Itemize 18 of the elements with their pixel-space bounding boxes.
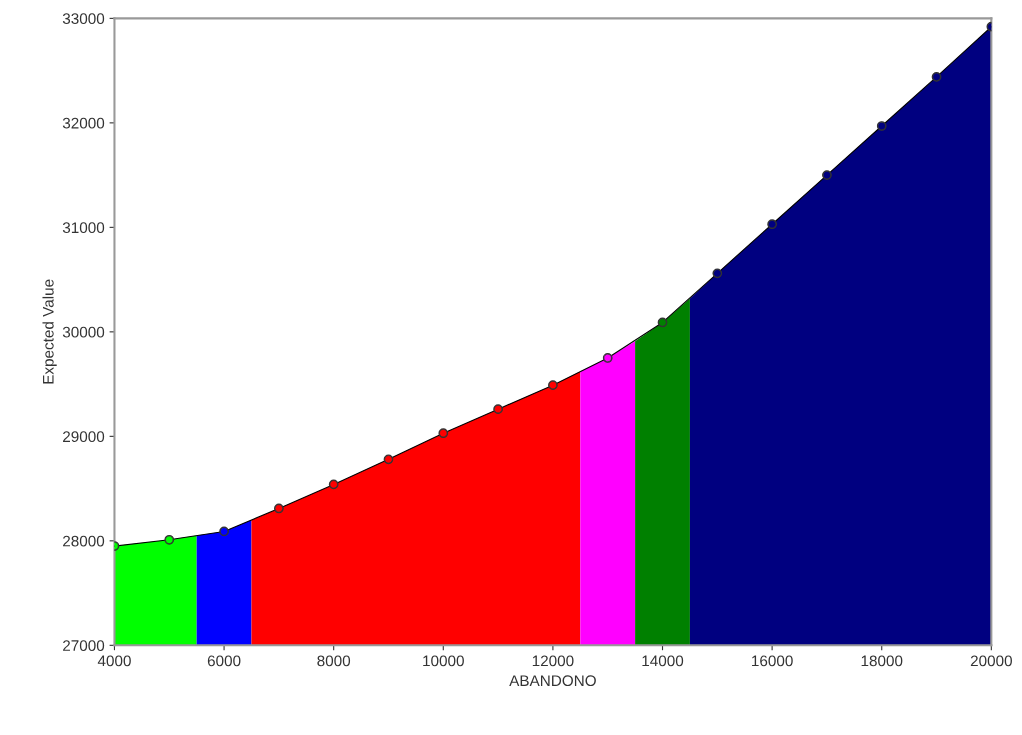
x-axis-title: ABANDONO xyxy=(509,675,596,687)
x-tick-label: 14000 xyxy=(642,655,684,667)
x-tick-label: 18000 xyxy=(861,655,903,667)
y-tick-label: 33000 xyxy=(62,13,105,25)
x-tick-label: 6000 xyxy=(207,655,241,667)
y-tick-label: 29000 xyxy=(63,431,105,443)
x-tick-label: 8000 xyxy=(317,655,351,667)
y-axis-title: Expected Value xyxy=(42,279,57,384)
x-tick-label: 20000 xyxy=(970,655,1012,667)
x-tick-label: 12000 xyxy=(532,655,574,667)
y-tick-label: 32000 xyxy=(62,117,105,129)
y-tick-label: 27000 xyxy=(63,640,105,652)
x-tick-label: 10000 xyxy=(423,655,464,667)
y-tick-label: 28000 xyxy=(63,535,105,547)
y-tick-label: 30000 xyxy=(62,326,105,338)
x-tick-label: 4000 xyxy=(97,655,131,667)
x-tick-label: 16000 xyxy=(752,655,793,667)
y-tick-label: 31000 xyxy=(62,222,105,234)
